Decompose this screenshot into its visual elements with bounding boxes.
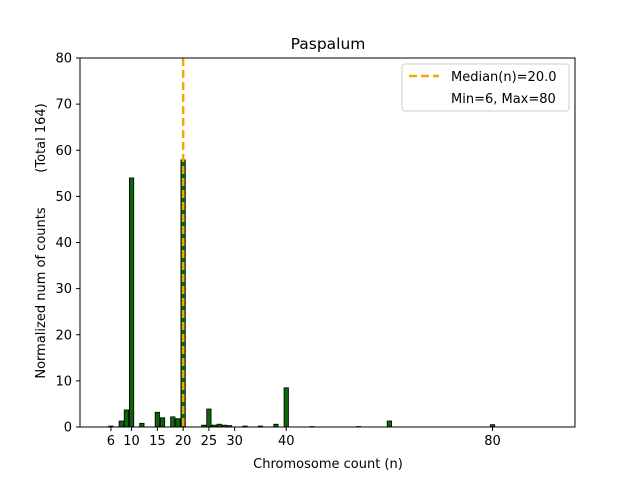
y-tick-label: 40	[55, 236, 72, 251]
y-ticks: 0 10 20 30 40 50 60 70 80	[55, 52, 80, 436]
legend-entry-minmax: Min=6, Max=80	[451, 92, 556, 107]
legend-box	[401, 63, 570, 112]
plot-frame	[79, 57, 576, 428]
x-axis-label: Chromosome count (n)	[253, 457, 403, 472]
bars-group	[108, 159, 496, 428]
bar-n10	[128, 177, 135, 428]
bar-n25	[206, 408, 212, 428]
bar-n12	[139, 422, 145, 428]
bar-n19	[175, 418, 181, 428]
y-axis-total-label: (Total 164)	[34, 103, 49, 172]
x-tick-label: 15	[149, 434, 166, 449]
legend: Median(n)=20.0 Min=6, Max=80	[401, 63, 570, 112]
x-tick-label: 25	[201, 434, 218, 449]
x-tick-label: 20	[175, 434, 192, 449]
x-tick-label: 40	[278, 434, 295, 449]
y-tick-label: 0	[64, 421, 72, 436]
y-tick-label: 10	[55, 374, 72, 389]
y-tick-label: 20	[55, 328, 72, 343]
y-axis-label: Normalized num of counts	[34, 207, 49, 378]
y-tick-label: 30	[55, 282, 72, 297]
bar-n16	[159, 417, 166, 428]
x-tick-label: 10	[123, 434, 140, 449]
x-ticks: 6 10 15 20 25 30 40 80	[107, 427, 501, 449]
bar-n18	[170, 416, 176, 428]
y-tick-label: 70	[55, 98, 72, 113]
bar-n40	[283, 387, 289, 428]
chart-title: Paspalum	[291, 35, 366, 53]
bar-n9	[123, 409, 129, 428]
y-tick-label: 60	[55, 144, 72, 159]
y-tick-label: 80	[55, 52, 72, 67]
x-tick-label: 6	[107, 434, 115, 449]
bar-n60	[386, 420, 392, 428]
legend-entry-median: Median(n)=20.0	[451, 70, 557, 85]
bar-n15	[154, 411, 160, 428]
y-tick-label: 50	[55, 190, 72, 205]
bar-n8	[118, 420, 124, 428]
x-tick-label: 80	[484, 434, 501, 449]
x-tick-label: 30	[226, 434, 243, 449]
